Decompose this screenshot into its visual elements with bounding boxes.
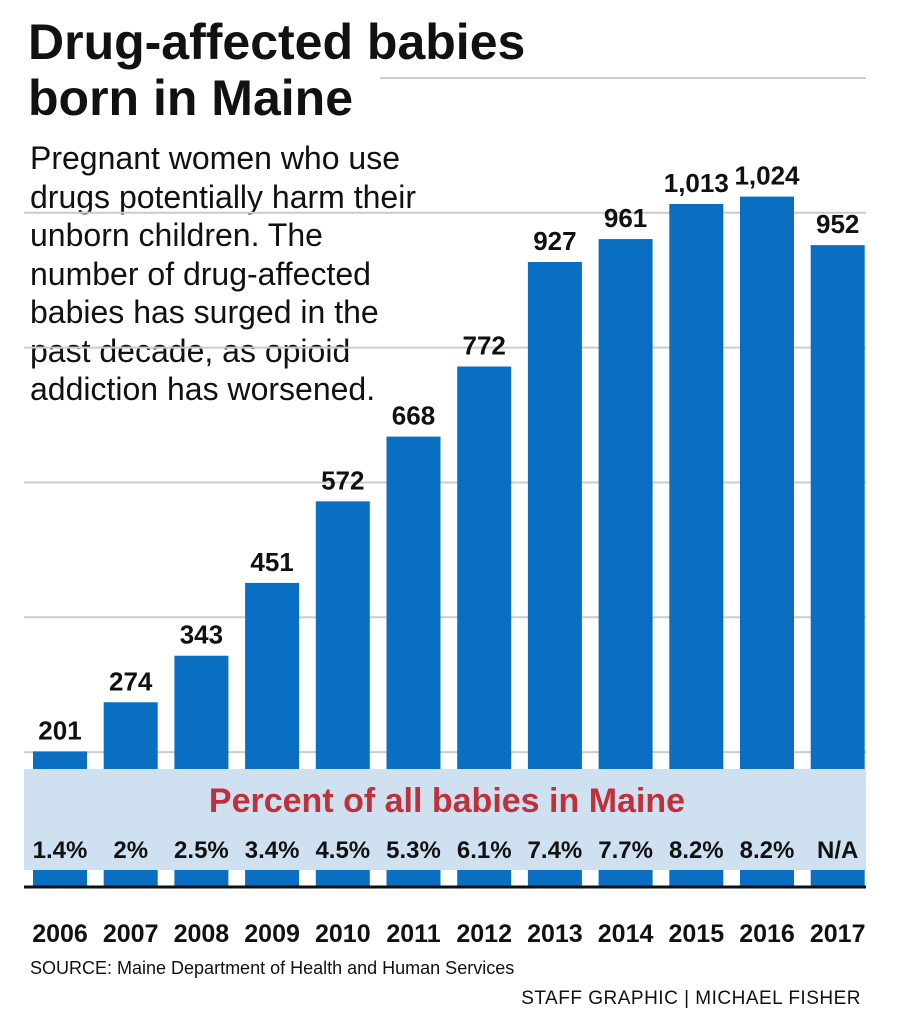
value-label: 201 [38,715,81,745]
value-label: 343 [180,620,223,650]
chart-subtitle: Pregnant women who use drugs potentially… [30,140,416,407]
x-tick-label: 2015 [668,920,724,948]
value-label: 572 [321,465,364,495]
value-labels: 201 274 343 451 572 668 772 927 961 1,013 1,024 952 [38,161,859,746]
value-label: 927 [533,226,576,256]
percent-label: 2% [113,837,148,864]
x-tick-label: 2017 [810,920,866,948]
value-label: 1,024 [734,161,800,191]
x-tick-label: 2012 [456,920,512,948]
x-tick-label: 2007 [103,920,159,948]
staff-credit: STAFF GRAPHIC | MICHAEL FISHER [521,988,861,1009]
x-tick-label: 2016 [739,920,795,948]
percent-label: N/A [817,837,858,864]
percent-band [24,769,866,870]
percent-label: 5.3% [386,837,441,864]
percent-label: 8.2% [669,837,724,864]
percent-label: 3.4% [245,837,300,864]
value-label: 451 [250,547,293,577]
percent-label: 2.5% [174,837,229,864]
source-note: SOURCE: Maine Department of Health and H… [30,958,515,978]
x-tick-label: 2013 [527,920,583,948]
percent-label: 7.4% [528,837,583,864]
x-tick-label: 2008 [174,920,230,948]
value-label: 952 [816,209,859,239]
percent-label: 1.4% [33,837,88,864]
chart-title: Drug-affected babies born in Maine [28,14,526,126]
x-tick-label: 2011 [386,920,440,948]
percent-label: 7.7% [598,837,653,864]
value-label: 1,013 [664,168,729,198]
x-tick-label: 2014 [598,920,654,948]
x-tick-labels: 2006 2007 2008 2009 2010 2011 2012 2013 2014 2015… [32,920,865,948]
value-label: 961 [604,203,647,233]
x-tick-label: 2010 [315,920,371,948]
percent-band-background [24,769,866,870]
percent-label: 6.1% [457,837,512,864]
percent-band-label: Percent of all babies in Maine [209,782,685,820]
percent-labels: 1.4% 2% 2.5% 3.4% 4.5% 5.3% 6.1% 7.4% 7.7% 8.2% 8.… [33,837,859,864]
value-label: 772 [463,330,506,360]
percent-label: 4.5% [315,837,370,864]
x-tick-label: 2006 [32,920,88,948]
x-tick-label: 2009 [244,920,300,948]
percent-label: 8.2% [740,837,795,864]
gridlines [24,77,866,754]
value-label: 668 [392,401,435,431]
value-label: 274 [109,666,153,696]
